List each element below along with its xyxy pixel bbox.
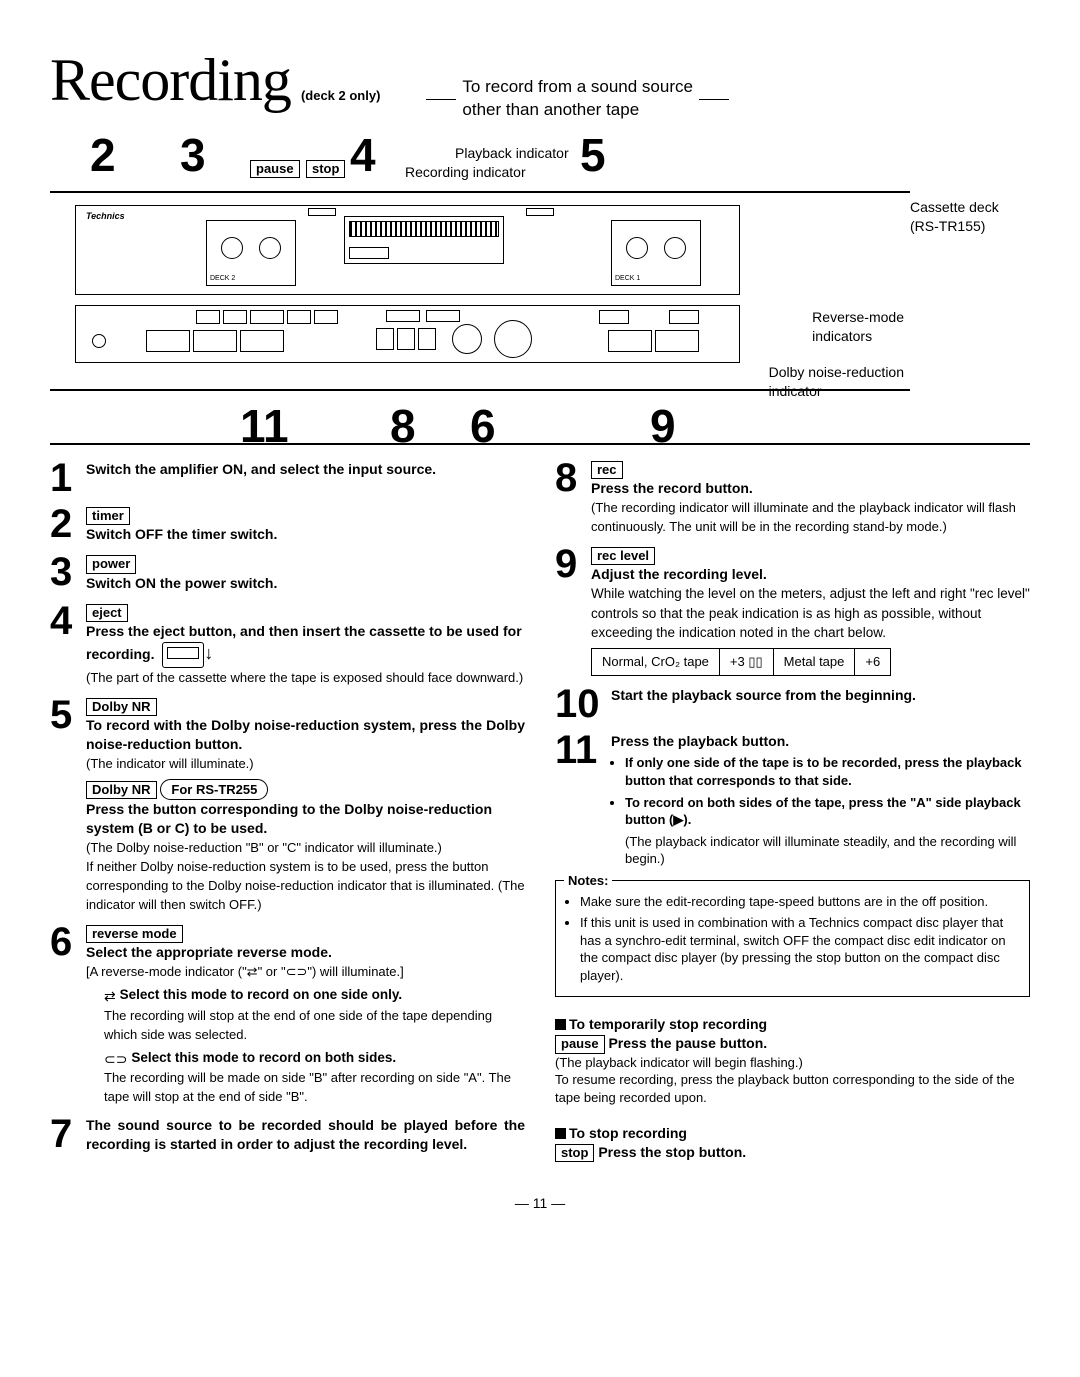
step-7: 7 The sound source to be recorded should… [50,1116,525,1154]
pause-box: pause [250,160,300,178]
diag-num-9: 9 [650,395,676,457]
cassette-icon [162,642,204,668]
deck1-label: DECK 1 [615,274,640,283]
rev-mode-label: Reverse-modeindicators [812,308,904,346]
technics-label: Technics [86,210,125,222]
page-header: Recording (deck 2 only) To record from a… [50,40,1030,122]
subtitle-b: other than another tape [462,100,639,119]
step-9: 9 rec level Adjust the recording level. … [555,546,1030,675]
diag-num-6: 6 [470,395,496,457]
notes-title: Notes: [564,872,612,890]
recording-ind-label: Recording indicator [405,163,569,182]
subtitle-a: To record from a sound source [462,77,693,96]
diag-num-8: 8 [390,395,416,457]
dolby-box-2: Dolby NR [86,781,157,799]
stop-box: stop [306,160,345,178]
diag-num-2: 2 [90,124,116,186]
notes-box: Notes: Make sure the edit-recording tape… [555,880,1030,998]
deck-diagram: Technics DECK 2 DECK 1 [50,191,910,391]
cassette-deck-label: Cassette deck (RS-TR155) [910,186,1030,395]
note-1: Make sure the edit-recording tape-speed … [580,893,1019,911]
page-title: Recording [50,40,291,121]
diag-num-4: 4 [350,124,376,186]
playback-ind-label: Playback indicator [455,144,569,163]
step-3: 3 power Switch ON the power switch. [50,554,525,592]
stop-box-2: stop [555,1144,594,1162]
step-5: 5 Dolby NR To record with the Dolby nois… [50,697,525,914]
diag-num-3: 3 [180,124,206,186]
rec-box: rec [591,461,623,479]
temp-stop-section: To temporarily stop recording pause Pres… [555,1015,1030,1106]
stop-rec-section: To stop recording stop Press the stop bu… [555,1124,1030,1162]
deck2-label: DECK 2 [210,274,235,283]
step-2: 2 timer Switch OFF the timer switch. [50,506,525,544]
right-column: 8 rec Press the record button. (The reco… [555,460,1030,1164]
rec-level-box: rec level [591,547,655,565]
steps-columns: 1 Switch the amplifier ON, and select th… [50,460,1030,1164]
reverse-mode-box: reverse mode [86,925,183,943]
diag-num-11: 11 [240,395,289,457]
subtitle: To record from a sound source other than… [420,76,735,122]
rstr255-pill: For RS-TR255 [160,779,268,801]
left-column: 1 Switch the amplifier ON, and select th… [50,460,525,1164]
note-2: If this unit is used in combination with… [580,914,1019,984]
diag-num-5: 5 [580,124,606,186]
step-11: 11 Press the playback button. If only on… [555,732,1030,868]
step-4: 4 eject Press the eject button, and then… [50,603,525,687]
eject-box: eject [86,604,128,622]
pause-box-2: pause [555,1035,605,1053]
step-1: 1 Switch the amplifier ON, and select th… [50,460,525,496]
dolby-box: Dolby NR [86,698,157,716]
step-8: 8 rec Press the record button. (The reco… [555,460,1030,536]
level-chart: Normal, CrO₂ tape +3 ▯▯ Metal tape +6 [591,648,891,676]
step-6: 6 reverse mode Select the appropriate re… [50,924,525,1106]
timer-box: timer [86,507,130,525]
page-number: — 11 — [50,1194,1030,1213]
power-box: power [86,555,136,573]
one-side-icon: ⇄ [104,987,116,1006]
step-10: 10 Start the playback source from the be… [555,686,1030,722]
deck-only-label: (deck 2 only) [301,87,380,105]
both-sides-icon: ⊂⊃ [104,1050,127,1069]
